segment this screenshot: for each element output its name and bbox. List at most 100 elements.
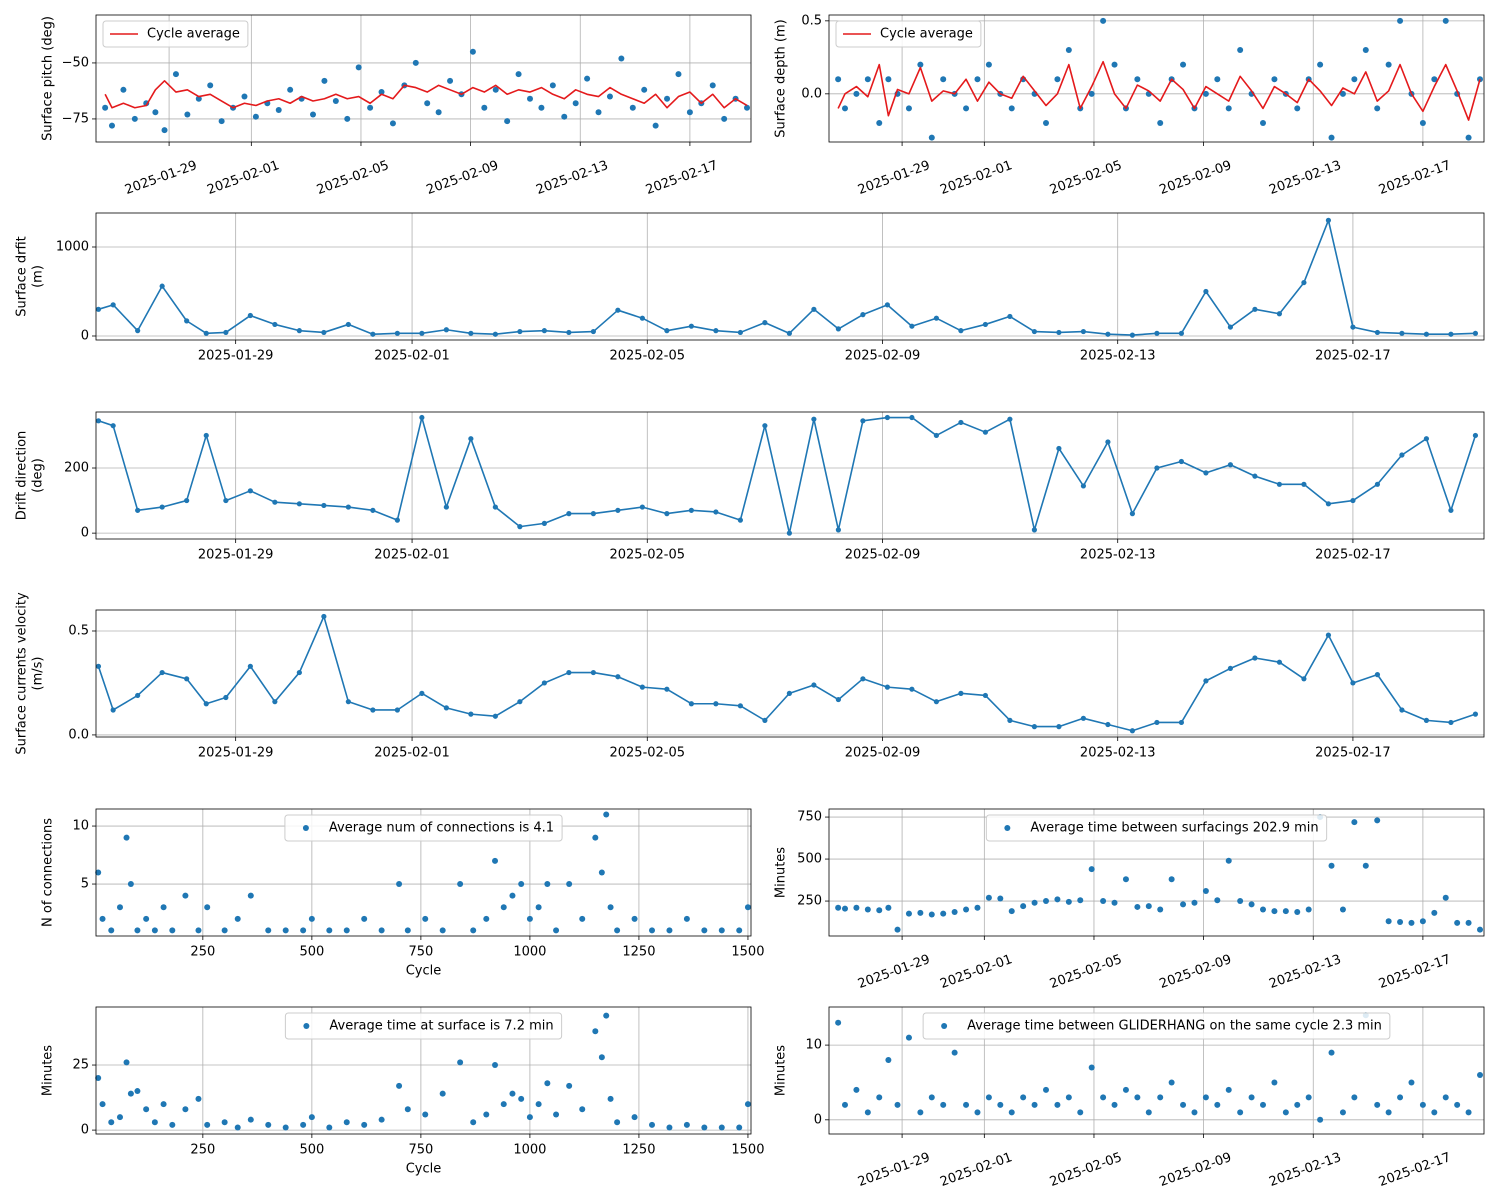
data-point bbox=[864, 76, 871, 83]
data-point bbox=[811, 682, 817, 688]
data-point bbox=[905, 105, 912, 112]
x-tick-label: 2025-02-17 bbox=[1377, 1150, 1453, 1190]
data-point bbox=[1054, 896, 1061, 903]
x-tick-label: 1000 bbox=[513, 1143, 546, 1158]
data-point bbox=[509, 1090, 516, 1097]
data-point bbox=[1214, 76, 1221, 83]
x-tick-label: 2025-02-05 bbox=[609, 349, 685, 364]
y-axis-label: Surface currents velocity bbox=[15, 592, 30, 755]
data-point bbox=[649, 1121, 656, 1128]
data-point bbox=[1134, 76, 1141, 83]
data-point bbox=[1442, 1094, 1449, 1101]
x-tick-label: 2025-01-29 bbox=[123, 158, 199, 198]
data-point bbox=[151, 1119, 158, 1126]
x-tick-label: 2025-02-17 bbox=[1377, 158, 1453, 198]
data-point bbox=[592, 834, 599, 841]
data-point bbox=[614, 927, 621, 934]
data-point bbox=[108, 1119, 115, 1126]
data-point bbox=[120, 86, 127, 93]
x-tick-label: 2025-02-05 bbox=[315, 158, 391, 198]
data-point bbox=[1442, 894, 1449, 901]
data-point bbox=[102, 104, 109, 111]
data-point bbox=[686, 109, 693, 116]
data-point bbox=[345, 504, 351, 510]
data-point bbox=[737, 517, 743, 523]
data-point bbox=[1385, 1109, 1392, 1116]
data-point bbox=[515, 71, 522, 78]
data-point bbox=[737, 703, 743, 709]
y-tick-label: 25 bbox=[72, 1058, 89, 1073]
data-point bbox=[481, 104, 488, 111]
data-point bbox=[161, 127, 168, 134]
x-tick-label: 2025-02-05 bbox=[1048, 158, 1124, 198]
data-point bbox=[884, 302, 890, 308]
data-point bbox=[786, 530, 792, 536]
data-point bbox=[544, 1080, 551, 1087]
data-point bbox=[1227, 462, 1234, 468]
data-point bbox=[182, 1106, 189, 1113]
data-point bbox=[884, 414, 890, 421]
data-point bbox=[470, 1119, 477, 1126]
data-point bbox=[247, 892, 254, 899]
data-point bbox=[1105, 331, 1111, 337]
data-point bbox=[615, 507, 621, 513]
plot-frame bbox=[95, 808, 752, 937]
data-point bbox=[841, 105, 848, 112]
data-point bbox=[1397, 919, 1404, 926]
data-point bbox=[786, 690, 792, 696]
data-point bbox=[1031, 527, 1038, 533]
data-point bbox=[361, 915, 368, 922]
data-point bbox=[422, 915, 429, 922]
plot-frame bbox=[95, 1006, 752, 1135]
data-point bbox=[443, 705, 449, 711]
data-point bbox=[974, 904, 981, 911]
data-point bbox=[204, 1121, 211, 1128]
data-point bbox=[718, 1124, 725, 1131]
data-point bbox=[275, 106, 282, 113]
data-point bbox=[439, 927, 446, 934]
data-point bbox=[1276, 311, 1283, 317]
x-tick-label: 2025-02-13 bbox=[534, 158, 610, 198]
data-point bbox=[885, 76, 892, 83]
x-tick-label: 1500 bbox=[731, 945, 764, 960]
data-point bbox=[247, 663, 253, 669]
data-point bbox=[1145, 1109, 1152, 1116]
data-point bbox=[1260, 1101, 1267, 1108]
data-point bbox=[1129, 510, 1136, 517]
data-point bbox=[1237, 1109, 1244, 1116]
x-tick-label: 2025-02-09 bbox=[845, 548, 921, 563]
data-point bbox=[894, 926, 901, 933]
x-tick-label: 2025-02-17 bbox=[644, 158, 720, 198]
data-point bbox=[1065, 898, 1072, 905]
y-axis-label: (m/s) bbox=[31, 657, 46, 691]
data-point bbox=[468, 711, 474, 717]
data-point bbox=[321, 329, 327, 336]
data-point bbox=[982, 692, 988, 699]
data-point bbox=[1339, 906, 1346, 913]
data-point bbox=[247, 312, 253, 319]
data-point bbox=[1325, 632, 1332, 638]
y-tick-label: −50 bbox=[62, 55, 89, 70]
plot-frame bbox=[95, 14, 752, 143]
data-point bbox=[917, 1109, 924, 1116]
data-point bbox=[1276, 481, 1283, 487]
y-tick-label: 0 bbox=[81, 526, 89, 541]
x-tick-label: 2025-01-29 bbox=[856, 952, 932, 992]
data-point bbox=[1431, 1109, 1438, 1116]
y-tick-label: 250 bbox=[797, 894, 822, 909]
data-point bbox=[598, 1054, 605, 1061]
data-point bbox=[649, 927, 656, 934]
y-tick-label: 5 bbox=[81, 877, 89, 892]
data-point bbox=[1056, 724, 1062, 730]
data-point bbox=[195, 1095, 202, 1102]
data-point bbox=[982, 321, 988, 328]
data-point bbox=[603, 1012, 610, 1019]
data-point bbox=[1260, 906, 1267, 913]
data-point bbox=[1088, 1064, 1095, 1071]
data-point bbox=[1305, 1094, 1312, 1101]
data-point bbox=[1351, 819, 1358, 826]
data-point bbox=[143, 1106, 150, 1113]
data-point bbox=[835, 904, 842, 911]
data-point bbox=[424, 100, 431, 107]
data-point bbox=[343, 1119, 350, 1126]
